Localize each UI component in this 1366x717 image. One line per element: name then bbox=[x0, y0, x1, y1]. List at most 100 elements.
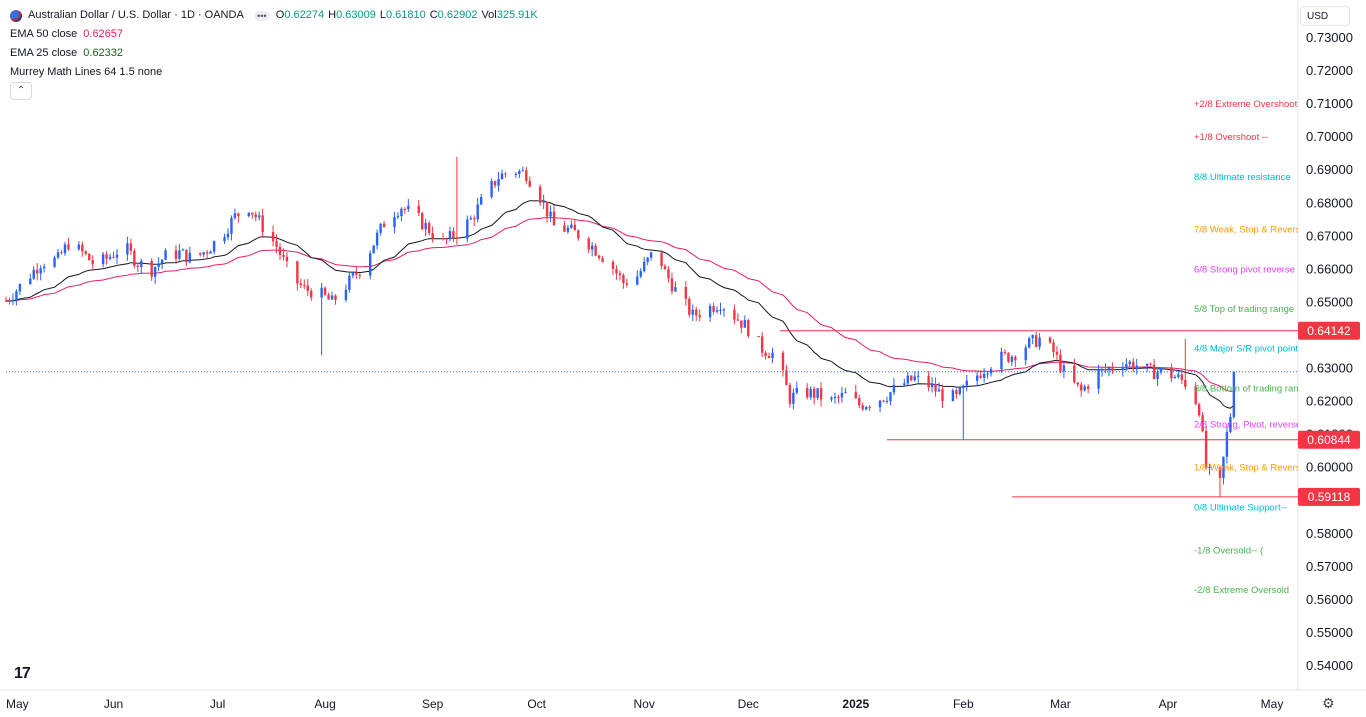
candle-body bbox=[39, 268, 42, 274]
candle-body bbox=[781, 352, 785, 371]
candle-body bbox=[271, 232, 275, 242]
candle-body bbox=[441, 238, 445, 240]
y-tick-label: 0.68000 bbox=[1306, 195, 1353, 210]
ohlc-label: H bbox=[328, 9, 337, 21]
candle-body bbox=[327, 294, 330, 300]
candle-body bbox=[844, 392, 847, 394]
candle-body bbox=[42, 266, 46, 269]
candle-body bbox=[965, 380, 968, 386]
candle-body bbox=[885, 400, 889, 402]
candle-body bbox=[1104, 368, 1107, 371]
candle-body bbox=[1173, 376, 1177, 379]
candle-body bbox=[979, 375, 982, 378]
candle-body bbox=[105, 254, 108, 259]
candle-body bbox=[11, 299, 15, 301]
collapse-legend-button[interactable]: ⌃ bbox=[10, 82, 32, 100]
candle-body bbox=[674, 287, 677, 292]
candle-body bbox=[528, 180, 531, 187]
candle-body bbox=[611, 261, 615, 270]
candle-body bbox=[549, 211, 552, 217]
murrey-label: 5/8 Top of trading range bbox=[1194, 304, 1294, 315]
candle-body bbox=[133, 250, 136, 266]
indicator-ema25[interactable]: EMA 25 close 0.62332 bbox=[10, 44, 542, 63]
candle-body bbox=[521, 170, 525, 172]
gear-icon[interactable]: ⚙ bbox=[1322, 695, 1335, 711]
candle-body bbox=[1073, 365, 1076, 383]
candle-body bbox=[1000, 351, 1003, 370]
candle-body bbox=[1055, 351, 1059, 355]
candle-body bbox=[1132, 361, 1135, 370]
candle-body bbox=[906, 375, 910, 384]
x-tick-label: Jul bbox=[210, 697, 225, 711]
candle-body bbox=[375, 232, 379, 246]
x-tick-label: Mar bbox=[1050, 697, 1071, 711]
ohlc-value: 325.91K bbox=[496, 9, 538, 21]
candle-body bbox=[306, 285, 309, 291]
candle-body bbox=[1194, 386, 1197, 405]
candle-body bbox=[975, 375, 979, 381]
candle-body bbox=[101, 254, 105, 265]
candle-body bbox=[403, 208, 407, 210]
murrey-label: -2/8 Extreme Oversold bbox=[1194, 585, 1289, 596]
more-options-icon[interactable]: ••• bbox=[253, 10, 270, 21]
ohlc-label: L bbox=[379, 9, 386, 21]
candle-body bbox=[431, 233, 434, 239]
candle-body bbox=[199, 252, 202, 255]
candle-body bbox=[764, 352, 767, 357]
candle-body bbox=[84, 251, 87, 254]
candle-body bbox=[15, 291, 18, 300]
candle-body bbox=[986, 373, 989, 375]
candle-body bbox=[788, 385, 792, 404]
candle-body bbox=[1107, 367, 1111, 371]
candle-body bbox=[934, 383, 937, 392]
y-tick-label: 0.56000 bbox=[1306, 592, 1353, 607]
candle-body bbox=[334, 295, 337, 300]
y-tick-label: 0.55000 bbox=[1306, 625, 1353, 640]
candle-body bbox=[160, 259, 164, 264]
candle-body bbox=[941, 389, 944, 401]
currency-selector[interactable]: USD bbox=[1300, 6, 1350, 26]
candle-body bbox=[382, 223, 386, 228]
candle-body bbox=[174, 250, 178, 259]
candle-body bbox=[344, 289, 348, 300]
candle-body bbox=[351, 272, 355, 276]
ohlc-value: 0.61810 bbox=[385, 9, 426, 21]
candle-body bbox=[1222, 456, 1225, 479]
candle-body bbox=[649, 252, 653, 258]
indicator-murrey[interactable]: Murrey Math Lines 64 1.5 none bbox=[10, 63, 542, 82]
candle-body bbox=[421, 213, 424, 230]
candle-body bbox=[712, 306, 715, 312]
candle-body bbox=[372, 245, 375, 254]
candle-body bbox=[757, 336, 760, 338]
tradingview-logo-icon[interactable]: 17 bbox=[14, 665, 31, 682]
candle-body bbox=[625, 283, 629, 285]
murrey-label: 0/8 Ultimate Support-- bbox=[1194, 502, 1287, 513]
indicator-value: 0.62657 bbox=[83, 28, 124, 40]
candle-body bbox=[688, 298, 691, 315]
candle-body bbox=[466, 219, 469, 239]
x-tick-label: Nov bbox=[634, 697, 655, 711]
y-tick-label: 0.67000 bbox=[1306, 228, 1353, 243]
candle-body bbox=[601, 258, 604, 262]
candle-body bbox=[188, 252, 192, 263]
candle-body bbox=[819, 388, 823, 400]
price-tag-label: 0.60844 bbox=[1307, 433, 1351, 447]
candle-body bbox=[545, 201, 549, 217]
candle-body bbox=[708, 306, 712, 318]
indicator-ema50[interactable]: EMA 50 close 0.62657 bbox=[10, 25, 542, 44]
candle-body bbox=[684, 287, 688, 299]
candle-body bbox=[400, 208, 403, 217]
candle-body bbox=[1218, 467, 1222, 479]
candle-body bbox=[1170, 368, 1173, 379]
candle-body bbox=[1038, 337, 1041, 347]
x-tick-label: May bbox=[6, 697, 29, 711]
candle-body bbox=[282, 254, 285, 257]
symbol-title[interactable]: Australian Dollar / U.S. Dollar · 1D · O… bbox=[28, 9, 244, 21]
candle-body bbox=[1080, 384, 1083, 391]
candle-body bbox=[958, 387, 962, 395]
candle-body bbox=[36, 269, 39, 274]
candle-body bbox=[1208, 467, 1211, 469]
candle-body bbox=[792, 392, 795, 404]
